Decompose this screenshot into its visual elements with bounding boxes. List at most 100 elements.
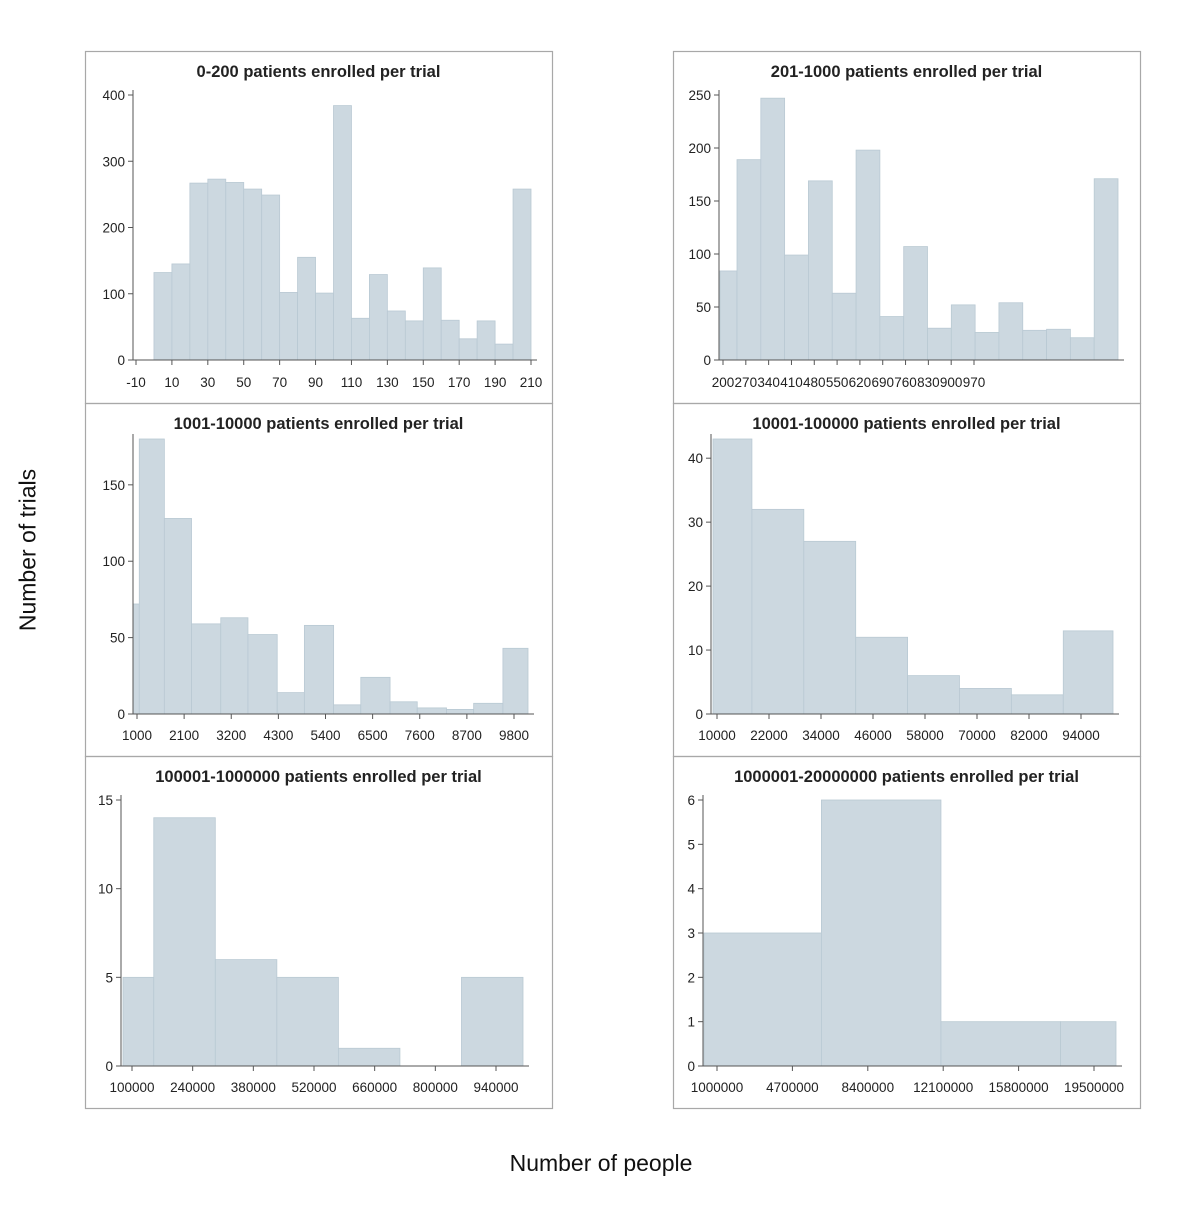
y-tick-label: 150 xyxy=(688,194,711,209)
histogram-panel-1: 0-200 patients enrolled per trial 0 100 200… xyxy=(84,50,554,405)
x-tick-label: 550 xyxy=(826,375,849,390)
x-tick-label: 34000 xyxy=(802,728,840,743)
y-tick-label: 50 xyxy=(110,631,125,646)
x-tick-label: 70 xyxy=(272,375,287,390)
x-tick-label: 800000 xyxy=(413,1080,458,1095)
histogram-bar xyxy=(337,1047,401,1067)
x-tick-label: 200 xyxy=(712,375,735,390)
histogram-bar xyxy=(138,438,165,715)
histogram-bar xyxy=(998,302,1024,361)
x-tick-label: 8400000 xyxy=(842,1080,895,1095)
x-tick-label: 70000 xyxy=(958,728,996,743)
x-tick-label: 830 xyxy=(917,375,940,390)
histogram-bar xyxy=(903,246,928,361)
histogram-panel-6: 1000001-20000000 patients enrolled per t… xyxy=(672,755,1142,1110)
histogram-bar xyxy=(297,256,316,361)
x-tick-label: 760 xyxy=(894,375,917,390)
histogram-bar xyxy=(303,624,335,715)
histogram-bar xyxy=(315,292,334,361)
histogram-bar xyxy=(440,319,460,361)
histogram-bar xyxy=(927,327,952,361)
panel-title: 1001-10000 patients enrolled per trial xyxy=(174,415,464,433)
y-tick-label: 1 xyxy=(687,1015,695,1030)
panel-frame xyxy=(84,755,554,1110)
histogram-bar xyxy=(512,188,532,361)
y-axis-label: Number of trials xyxy=(14,468,41,632)
panel-title: 100001-1000000 patients enrolled per tri… xyxy=(155,768,482,786)
histogram-bar xyxy=(214,959,278,1067)
histogram-bar xyxy=(247,634,278,715)
histogram-bar xyxy=(369,274,388,361)
x-tick-label: -10 xyxy=(126,375,146,390)
histogram-bar xyxy=(760,97,786,361)
x-tick-label: 58000 xyxy=(906,728,944,743)
histogram-bar xyxy=(220,617,249,715)
panel-title: 1000001-20000000 patients enrolled per t… xyxy=(734,768,1079,786)
x-tick-label: 82000 xyxy=(1010,728,1048,743)
panel-frame xyxy=(672,755,1142,1110)
histogram-panel-2: 201-1000 patients enrolled per trial 0 50 1… xyxy=(672,50,1142,405)
histogram-bar xyxy=(855,636,908,715)
histogram-bar xyxy=(171,263,191,361)
y-tick-label: 20 xyxy=(688,579,703,594)
y-tick-label: 10 xyxy=(688,643,703,658)
x-tick-label: 340 xyxy=(757,375,780,390)
histogram-bar xyxy=(1060,1021,1117,1067)
panel-title: 0-200 patients enrolled per trial xyxy=(197,63,441,81)
x-tick-label: 3200 xyxy=(216,728,246,743)
histogram-bar xyxy=(784,254,809,361)
histogram-bar xyxy=(502,647,529,715)
histogram-bar xyxy=(189,182,209,361)
y-tick-label: 0 xyxy=(117,353,125,368)
x-tick-label: 12100000 xyxy=(913,1080,973,1095)
panel-title: 201-1000 patients enrolled per trial xyxy=(771,63,1042,81)
histogram-bar xyxy=(461,976,524,1067)
y-tick-label: 100 xyxy=(102,287,125,302)
y-tick-label: 200 xyxy=(688,141,711,156)
histogram-bar xyxy=(803,540,857,715)
histogram-bar xyxy=(712,438,753,715)
histogram-bar xyxy=(243,188,263,361)
x-tick-label: 240000 xyxy=(170,1080,215,1095)
x-tick-label: 94000 xyxy=(1062,728,1100,743)
y-tick-label: 300 xyxy=(102,154,125,169)
histogram-bar xyxy=(386,310,406,361)
histogram-bar xyxy=(276,976,339,1067)
histogram-bar xyxy=(950,304,976,361)
histogram-bar xyxy=(1069,337,1095,361)
histogram-bar xyxy=(974,332,1000,361)
x-tick-label: 480 xyxy=(803,375,826,390)
histogram-bar xyxy=(191,623,222,715)
y-tick-label: 0 xyxy=(687,1059,695,1074)
x-tick-label: 690 xyxy=(871,375,894,390)
y-tick-label: 5 xyxy=(687,837,695,852)
x-tick-label: 410 xyxy=(780,375,803,390)
histogram-bar xyxy=(736,159,762,361)
y-tick-label: 150 xyxy=(102,478,125,493)
x-tick-label: 520000 xyxy=(291,1080,336,1095)
x-tick-label: 4700000 xyxy=(766,1080,819,1095)
histogram-bar xyxy=(458,338,478,361)
x-tick-label: 6500 xyxy=(358,728,388,743)
x-tick-label: 170 xyxy=(448,375,471,390)
x-tick-label: 15800000 xyxy=(989,1080,1049,1095)
y-tick-label: 10 xyxy=(98,882,113,897)
histogram-bar xyxy=(207,178,227,361)
histogram-bar xyxy=(719,270,738,361)
histogram-panel-3: 1001-10000 patients enrolled per trial 0 5… xyxy=(84,402,554,758)
histogram-bar xyxy=(389,701,418,715)
y-tick-label: 2 xyxy=(687,970,695,985)
y-tick-label: 6 xyxy=(687,793,695,808)
histogram-bar xyxy=(446,709,475,715)
x-tick-label: 970 xyxy=(963,375,986,390)
histogram-bar xyxy=(821,799,942,1067)
histogram-bar xyxy=(940,1021,1061,1067)
y-tick-label: 250 xyxy=(688,88,711,103)
x-tick-label: 620 xyxy=(849,375,872,390)
histogram-bar xyxy=(1062,630,1114,715)
histogram-panel-5: 100001-1000000 patients enrolled per tri… xyxy=(84,755,554,1110)
x-tick-label: 210 xyxy=(520,375,543,390)
histogram-bar xyxy=(473,702,504,715)
y-tick-label: 0 xyxy=(117,707,125,722)
